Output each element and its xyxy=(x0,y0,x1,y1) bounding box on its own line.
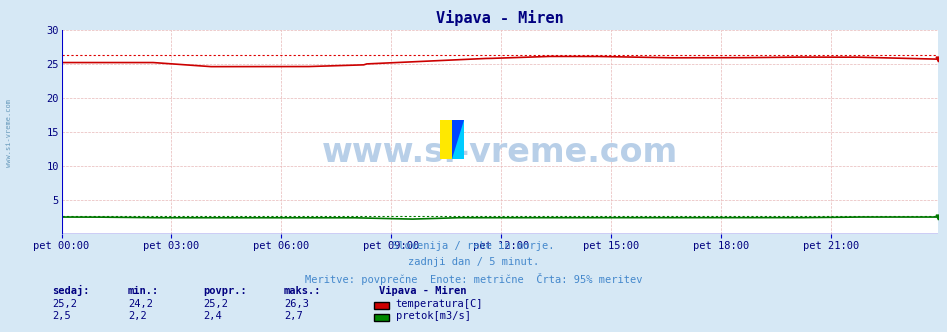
Text: 2,7: 2,7 xyxy=(284,311,303,321)
Text: maks.:: maks.: xyxy=(284,286,322,296)
Text: Slovenija / reke in morje.: Slovenija / reke in morje. xyxy=(392,241,555,251)
Text: zadnji dan / 5 minut.: zadnji dan / 5 minut. xyxy=(408,257,539,267)
Text: sedaj:: sedaj: xyxy=(52,285,90,296)
Text: pretok[m3/s]: pretok[m3/s] xyxy=(396,311,471,321)
Polygon shape xyxy=(453,120,464,159)
Title: Vipava - Miren: Vipava - Miren xyxy=(436,10,563,26)
Text: 2,5: 2,5 xyxy=(52,311,71,321)
Text: temperatura[C]: temperatura[C] xyxy=(396,299,483,309)
Text: 24,2: 24,2 xyxy=(128,299,152,309)
Text: Meritve: povprečne  Enote: metrične  Črta: 95% meritev: Meritve: povprečne Enote: metrične Črta:… xyxy=(305,273,642,285)
Text: 2,4: 2,4 xyxy=(204,311,223,321)
Text: povpr.:: povpr.: xyxy=(204,286,247,296)
Bar xyxy=(453,120,464,159)
Text: 25,2: 25,2 xyxy=(52,299,77,309)
Text: Vipava - Miren: Vipava - Miren xyxy=(379,286,466,296)
Bar xyxy=(440,120,453,159)
Text: www.si-vreme.com: www.si-vreme.com xyxy=(7,99,12,167)
Text: 25,2: 25,2 xyxy=(204,299,228,309)
Text: min.:: min.: xyxy=(128,286,159,296)
Text: 2,2: 2,2 xyxy=(128,311,147,321)
Text: 26,3: 26,3 xyxy=(284,299,309,309)
Text: www.si-vreme.com: www.si-vreme.com xyxy=(321,136,678,169)
